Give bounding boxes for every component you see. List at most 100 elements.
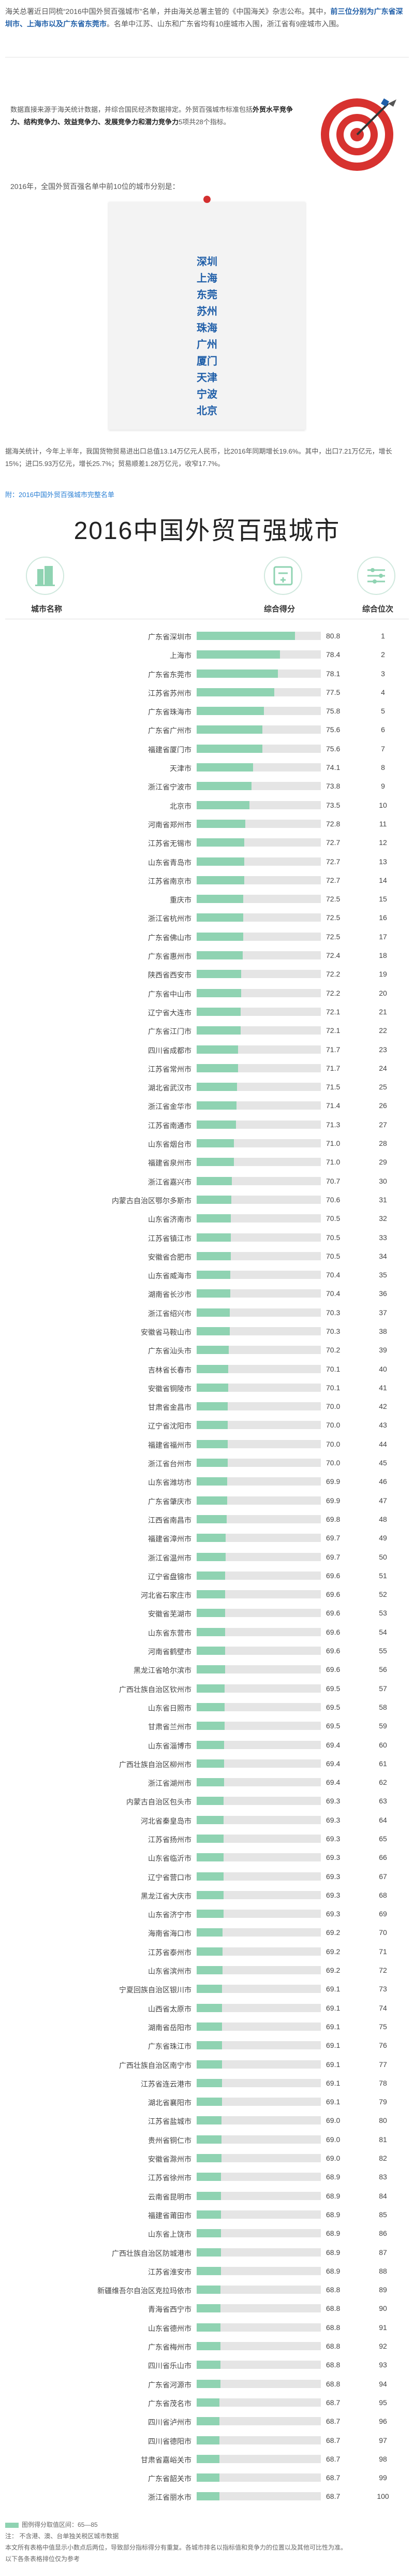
score-bar [197,2492,220,2501]
city-name: 上海市 [170,651,191,660]
score-value: 69.2 [326,1928,341,1937]
score-bar [197,1815,224,1824]
score-bar-track [197,2135,321,2144]
table-row: 江苏省无锡市 72.7 12 [0,833,414,852]
score-value: 69.4 [326,1759,341,1768]
score-bar [197,2417,220,2426]
score-value: 78.4 [326,650,341,659]
score-bar-track [197,1308,321,1317]
table-row: 山东省日照市 69.5 58 [0,1698,414,1716]
rank-value: 99 [379,2473,387,2482]
score-bar [197,857,245,866]
score-bar [197,2210,221,2219]
table-row: 天津市 74.1 8 [0,758,414,777]
score-bar [197,1890,224,1899]
appendix-link[interactable]: 附：2016中国外贸百强城市完整名单 [5,491,114,499]
city-name: 浙江省温州市 [148,1553,191,1562]
score-bar [197,2078,223,2087]
score-bar [197,1797,224,1806]
rank-value: 1 [381,632,385,640]
score-bar [197,1101,236,1110]
score-value: 69.1 [326,1985,341,1993]
city-name: 江苏省常州市 [148,1065,191,1073]
score-bar-track [197,1910,321,1918]
rank-value: 39 [379,1346,387,1355]
score-bar-track [197,1064,321,1072]
table-row: 广东省珠江市 69.1 76 [0,2036,414,2055]
score-bar-track [197,707,321,716]
score-bar-track [197,1872,321,1881]
score-bar-track [197,1026,321,1035]
score-bar-track [197,1233,321,1242]
rank-value: 66 [379,1853,387,1862]
score-bar-track [197,2492,321,2501]
legend: 图例得分取值区间：65—85 注： 不含港、澳、台单独关税区城市数据 本文所有表… [5,2519,409,2565]
table-row: 浙江省嘉兴市 70.7 30 [0,1172,414,1190]
data-source-callout: 数据直接来源于海关统计数据，并综合国民经济数据排定。外贸百强城市标准包括外贸水平… [0,57,414,176]
legend-swatch-label: 图例得分取值区间：65—85 [22,2521,98,2528]
score-value: 75.6 [326,744,341,753]
table-row: 广西壮族自治区南宁市 69.1 77 [0,2055,414,2074]
score-bar [197,1233,231,1242]
city-name: 安徽省马鞍山市 [141,1328,191,1336]
score-value: 72.5 [326,932,341,941]
rank-value: 95 [379,2398,387,2407]
table-row: 山东省德州市 68.8 91 [0,2318,414,2337]
rank-value: 40 [379,1364,387,1373]
score-bar [197,1477,227,1486]
city-name: 江苏省泰州市 [148,1948,191,1957]
rank-value: 4 [381,688,385,696]
rank-value: 38 [379,1327,387,1335]
score-bar [197,1740,224,1749]
intro-paragraph: 海关总署近日同梳“2016中国外贸百强城市”名单，并由海关总署主管的《中国海关》… [5,5,409,30]
score-value: 75.6 [326,725,341,734]
score-bar [197,2323,220,2332]
top10-list: 深圳 上海 东莞 苏州 珠海 广州 厦门 天津 宁波 北京 [109,254,305,419]
score-bar-track [197,1815,321,1824]
score-bar [197,2266,221,2275]
score-value: 72.5 [326,895,341,904]
score-bar [197,1139,234,1148]
score-value: 68.8 [326,2379,341,2388]
rank-value: 50 [379,1552,387,1561]
score-value: 69.3 [326,1797,341,1806]
score-bar [197,2248,221,2257]
rank-value: 34 [379,1251,387,1260]
table-row: 广西壮族自治区柳州市 69.4 61 [0,1754,414,1773]
score-bar-track [197,632,321,640]
score-value: 69.3 [326,1853,341,1862]
rank-value: 89 [379,2286,387,2294]
table-row: 广东省汕头市 70.2 39 [0,1341,414,1359]
table-row: 重庆市 72.5 15 [0,890,414,908]
score-bar-track [197,1534,321,1542]
table-row: 山东省青岛市 72.7 13 [0,852,414,871]
score-bar-track [197,1383,321,1392]
rank-value: 77 [379,2060,387,2069]
rank-value: 53 [379,1609,387,1618]
rank-value: 84 [379,2191,387,2200]
score-value: 69.7 [326,1552,341,1561]
rank-value: 29 [379,1158,387,1167]
city-name: 广东省肇庆市 [148,1497,191,1506]
score-bar [197,1251,231,1260]
score-bar [197,951,243,960]
score-bar [197,2436,220,2444]
score-bar-track [197,782,321,791]
score-value: 69.0 [326,2135,341,2144]
score-value: 68.9 [326,2266,341,2275]
table-row: 辽宁省沈阳市 70.0 43 [0,1416,414,1434]
city-name: 广东省江门市 [148,1027,191,1036]
city-name: 湖南省长沙市 [148,1290,191,1299]
score-value: 70.5 [326,1251,341,1260]
table-row: 广东省肇庆市 69.9 47 [0,1491,414,1510]
header-score: 综合得分 [264,605,295,614]
city-name: 广西壮族自治区柳州市 [119,1760,191,1769]
rank-value: 47 [379,1496,387,1505]
score-value: 73.5 [326,801,341,809]
city-name: 重庆市 [170,896,191,905]
table-row: 江苏省徐州市 68.9 83 [0,2167,414,2186]
score-value: 71.7 [326,1064,341,1072]
score-bar-track [197,1571,321,1580]
rank-value: 98 [379,2454,387,2463]
table-row: 江苏省扬州市 69.3 65 [0,1829,414,1848]
